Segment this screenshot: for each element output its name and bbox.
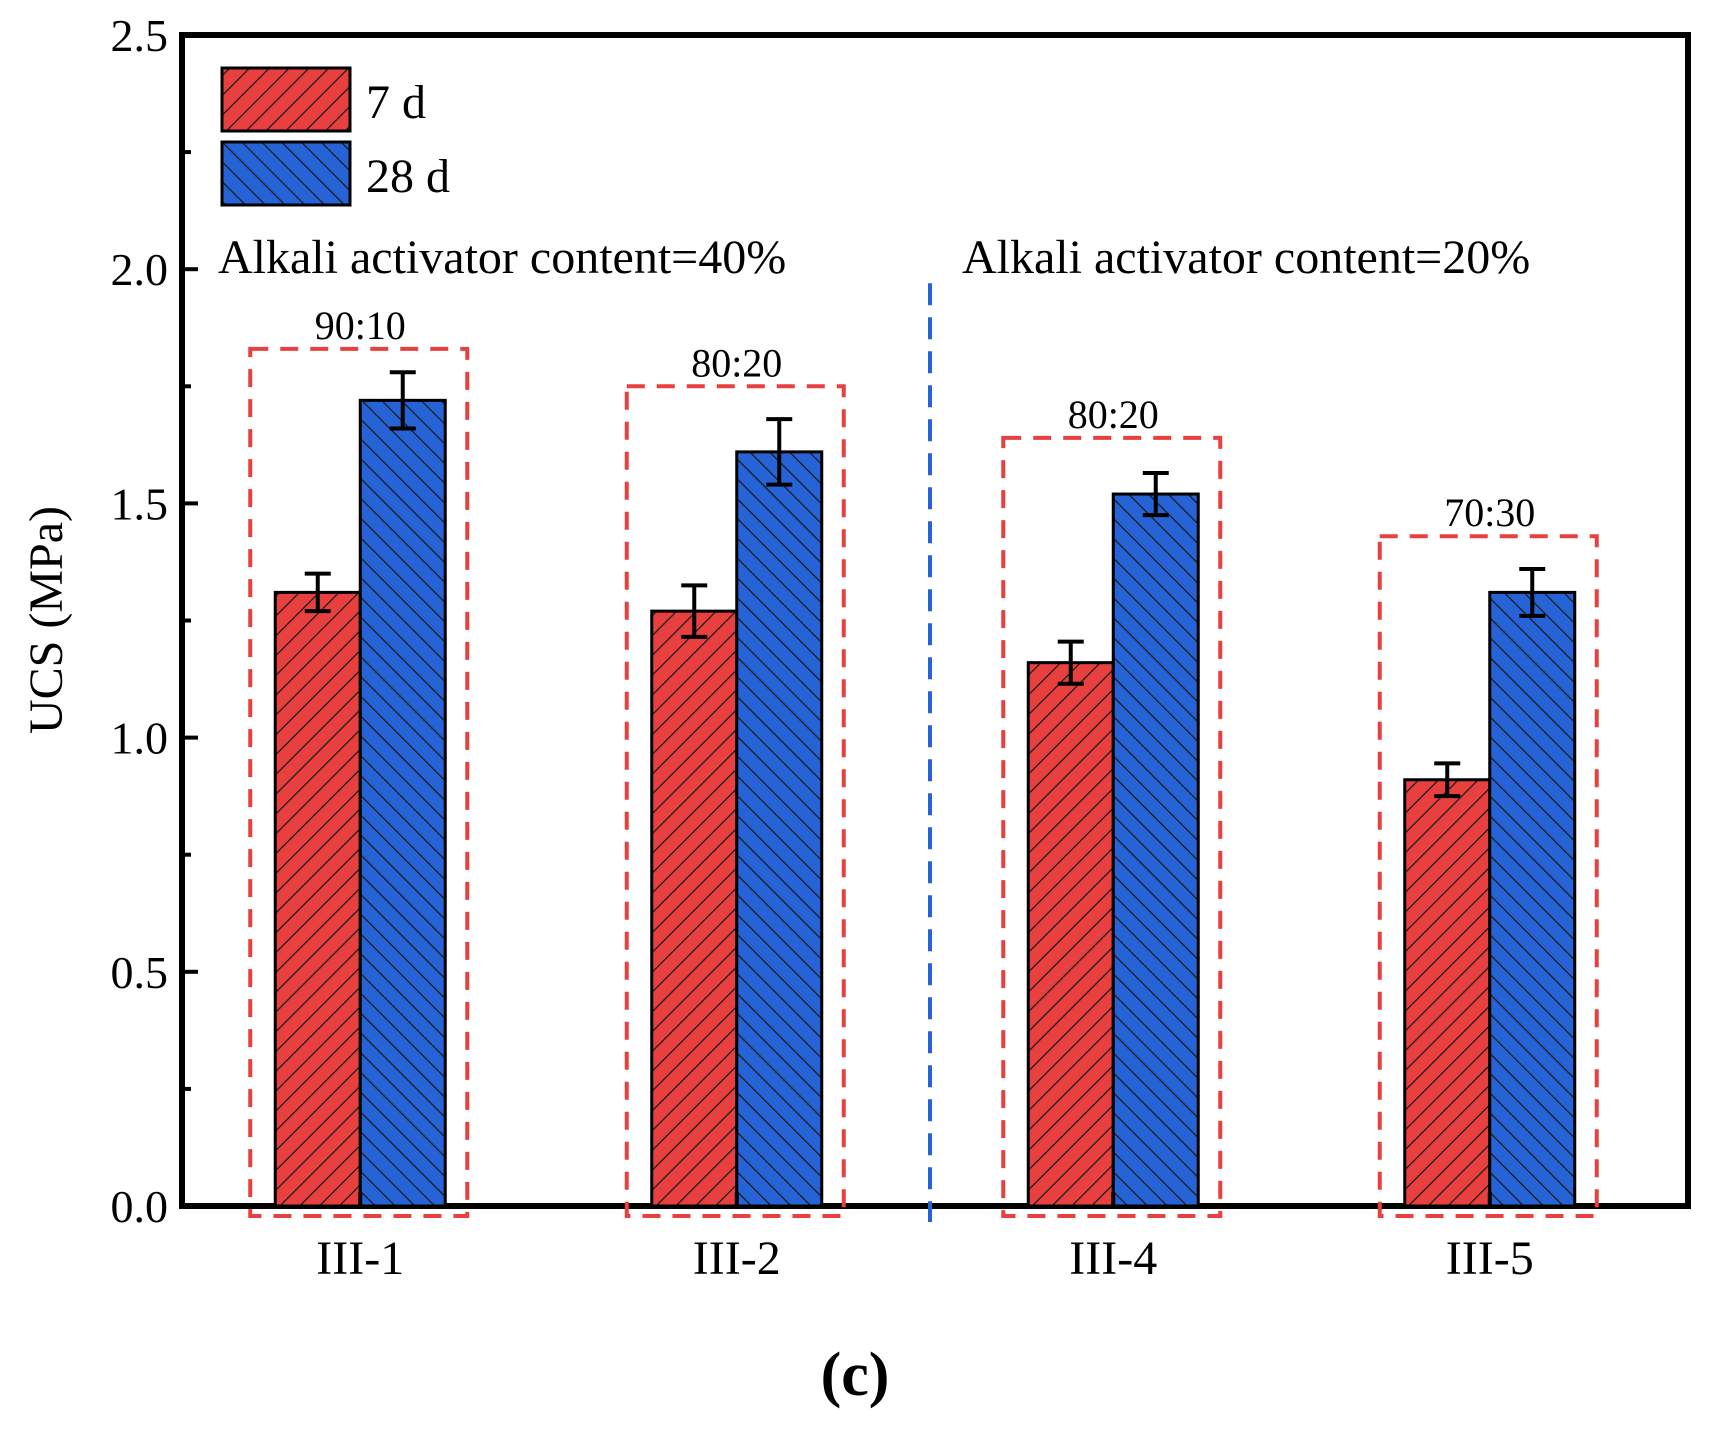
x-tick-label: III-4	[1069, 1232, 1157, 1285]
ratio-label: 80:20	[1068, 392, 1159, 437]
bar-hatch	[1488, 590, 1577, 1208]
group-box	[1001, 435, 1223, 1219]
bar-hatch	[735, 450, 824, 1208]
ratio-label: 80:20	[691, 340, 782, 385]
ratio-label: 90:10	[315, 303, 406, 348]
y-tick-label: 1.0	[111, 713, 169, 764]
y-tick-label: 0.5	[111, 947, 169, 998]
ratio-label: 70:30	[1444, 490, 1535, 535]
legend-item-28d: 28 d	[220, 140, 450, 207]
legend-swatch-28d-hatch	[220, 140, 352, 207]
bar-hatch	[1111, 492, 1200, 1208]
x-tick-label: III-1	[316, 1232, 404, 1285]
y-tick-label: 2.0	[111, 244, 169, 295]
y-axis-label: UCS (MPa)	[20, 506, 73, 734]
x-tick-label: III-5	[1446, 1232, 1534, 1285]
bar-hatch	[1403, 778, 1492, 1208]
region-label-40: Alkali activator content=40%	[218, 231, 786, 284]
annotation-layer: 90:10 80:20 80:20 70:30	[248, 283, 1599, 1222]
bars-layer	[273, 398, 1577, 1208]
y-tick-label: 2.5	[111, 10, 169, 61]
bar-hatch	[650, 609, 739, 1208]
legend-label-28d: 28 d	[366, 150, 450, 203]
group-box	[1377, 534, 1599, 1218]
legend: 7 d 28 d	[220, 66, 450, 207]
region-label-20: Alkali activator content=20%	[962, 231, 1530, 284]
bar-hatch	[273, 590, 362, 1208]
error-bars-layer	[304, 370, 1546, 799]
y-axis: 0.0 0.5 1.0 1.5 2.0 2.5	[111, 10, 198, 1232]
group-box	[624, 384, 846, 1218]
legend-swatch-7d-hatch	[220, 66, 352, 133]
y-tick-label: 1.5	[111, 478, 169, 529]
legend-item-7d: 7 d	[220, 66, 426, 133]
x-axis: III-1 III-2 III-4 III-5	[316, 1192, 1534, 1285]
legend-label-7d: 7 d	[366, 76, 426, 129]
bar-hatch	[358, 398, 447, 1208]
x-tick-label: III-2	[693, 1232, 781, 1285]
y-tick-label: 0.0	[111, 1181, 169, 1232]
panel-label: (c)	[821, 1341, 890, 1409]
bar-hatch	[1026, 661, 1115, 1208]
